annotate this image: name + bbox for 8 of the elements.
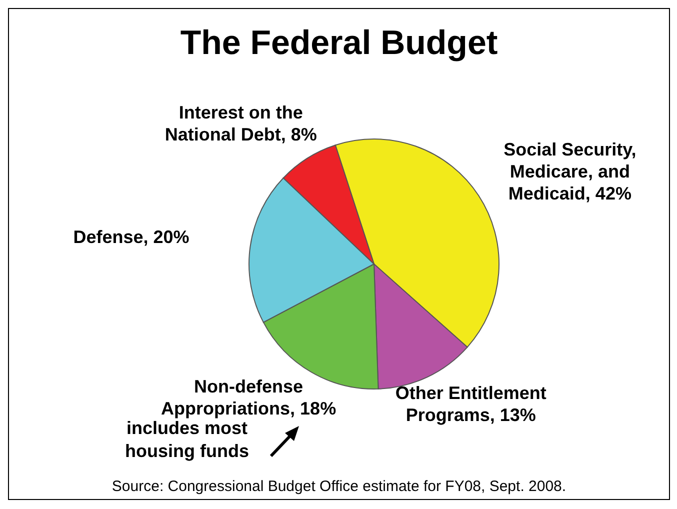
slice-label: Interest on the National Debt, 8% — [164, 102, 317, 145]
slice-label: Non-defense Appropriations, 18% — [161, 376, 336, 418]
source-note: Source: Congressional Budget Office estimate for FY08, Sept. 2008. — [112, 478, 566, 495]
slice-label: Other Entitlement Programs, 13% — [395, 382, 546, 425]
chart-title: The Federal Budget — [180, 24, 498, 62]
slice-label: Social Security, Medicare, and Medicaid, 42% — [504, 140, 636, 204]
slice-label: Defense, 20% — [73, 227, 190, 248]
text: includes most housing funds — [125, 418, 249, 461]
